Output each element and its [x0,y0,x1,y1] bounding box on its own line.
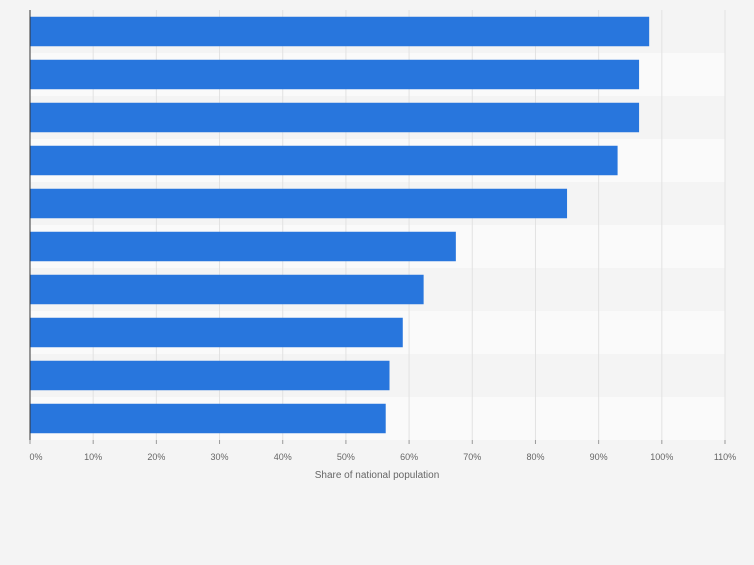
bars [30,16,650,434]
axes [29,10,726,444]
x-axis-label: Share of national population [315,470,440,481]
x-tick-label: 10% [84,452,102,462]
x-tick-label: 30% [211,452,229,462]
x-tick-label: 100% [650,452,673,462]
x-tick-label: 0% [29,452,42,462]
bar[interactable] [30,403,386,434]
bar[interactable] [30,59,640,90]
bar[interactable] [30,188,568,219]
bar[interactable] [30,102,640,133]
bar[interactable] [30,274,424,305]
bar[interactable] [30,145,618,176]
bar[interactable] [30,360,390,391]
x-tick-label: 70% [463,452,481,462]
bar[interactable] [30,16,650,47]
x-tick-label: 20% [147,452,165,462]
x-tick-label: 90% [590,452,608,462]
x-tick-label: 60% [400,452,418,462]
x-tick-label: 110% [714,452,736,462]
x-tick-label: 80% [526,452,544,462]
x-tick-label: 50% [337,452,355,462]
x-tick-labels: 0% 10% 20% 30% 40% 50% 60% 70% 80% 90% 100% 110% [29,452,736,462]
bar[interactable] [30,317,403,348]
bar[interactable] [30,231,456,262]
x-tick-label: 40% [274,452,292,462]
